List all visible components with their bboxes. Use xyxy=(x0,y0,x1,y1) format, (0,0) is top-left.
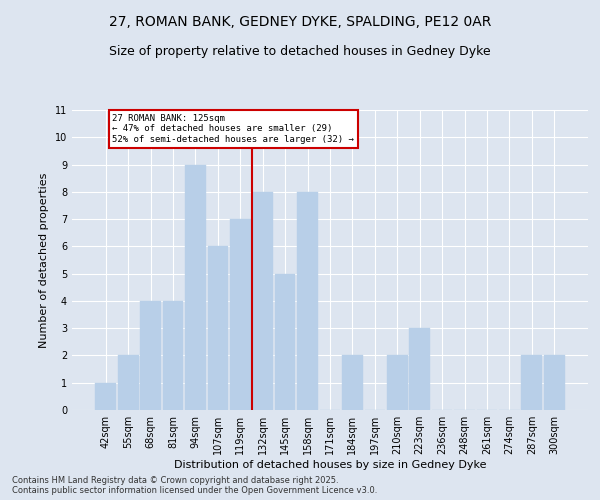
Text: Contains HM Land Registry data © Crown copyright and database right 2025.
Contai: Contains HM Land Registry data © Crown c… xyxy=(12,476,377,495)
Text: 27 ROMAN BANK: 125sqm
← 47% of detached houses are smaller (29)
52% of semi-deta: 27 ROMAN BANK: 125sqm ← 47% of detached … xyxy=(112,114,355,144)
Bar xyxy=(387,356,407,410)
Bar xyxy=(409,328,430,410)
Bar xyxy=(297,192,318,410)
X-axis label: Distribution of detached houses by size in Gedney Dyke: Distribution of detached houses by size … xyxy=(174,460,486,470)
Y-axis label: Number of detached properties: Number of detached properties xyxy=(40,172,49,348)
Bar xyxy=(140,301,161,410)
Bar xyxy=(253,192,273,410)
Text: Size of property relative to detached houses in Gedney Dyke: Size of property relative to detached ho… xyxy=(109,45,491,58)
Bar xyxy=(230,219,251,410)
Bar xyxy=(208,246,228,410)
Bar xyxy=(95,382,116,410)
Bar xyxy=(163,301,184,410)
Text: 27, ROMAN BANK, GEDNEY DYKE, SPALDING, PE12 0AR: 27, ROMAN BANK, GEDNEY DYKE, SPALDING, P… xyxy=(109,15,491,29)
Bar xyxy=(521,356,542,410)
Bar xyxy=(544,356,565,410)
Bar xyxy=(342,356,363,410)
Bar xyxy=(275,274,295,410)
Bar xyxy=(185,164,206,410)
Bar xyxy=(118,356,139,410)
